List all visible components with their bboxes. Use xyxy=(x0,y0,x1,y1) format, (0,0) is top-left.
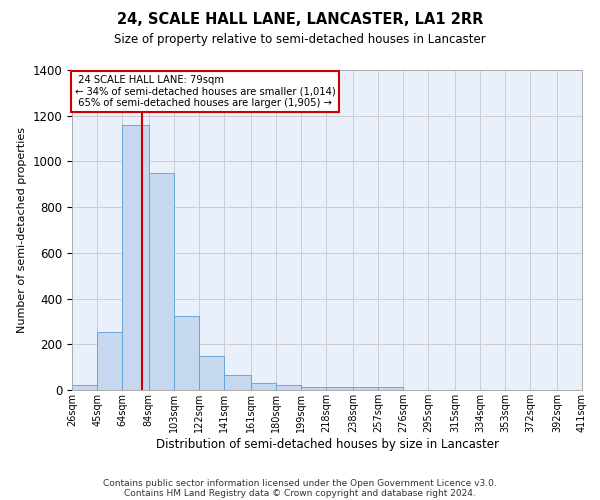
Text: Size of property relative to semi-detached houses in Lancaster: Size of property relative to semi-detach… xyxy=(114,32,486,46)
Bar xyxy=(276,386,301,390)
Bar xyxy=(122,125,149,390)
Bar xyxy=(301,386,326,390)
Bar xyxy=(224,375,251,390)
X-axis label: Distribution of semi-detached houses by size in Lancaster: Distribution of semi-detached houses by … xyxy=(155,438,499,451)
Bar xyxy=(251,383,276,390)
Y-axis label: Number of semi-detached properties: Number of semi-detached properties xyxy=(17,127,27,333)
Bar xyxy=(326,386,353,390)
Text: 24, SCALE HALL LANE, LANCASTER, LA1 2RR: 24, SCALE HALL LANE, LANCASTER, LA1 2RR xyxy=(117,12,483,28)
Text: Contains HM Land Registry data © Crown copyright and database right 2024.: Contains HM Land Registry data © Crown c… xyxy=(124,488,476,498)
Text: 24 SCALE HALL LANE: 79sqm
← 34% of semi-detached houses are smaller (1,014)
 65%: 24 SCALE HALL LANE: 79sqm ← 34% of semi-… xyxy=(74,75,335,108)
Bar xyxy=(149,173,174,390)
Bar xyxy=(72,386,97,390)
Bar xyxy=(199,356,224,390)
Bar xyxy=(353,386,378,390)
Bar xyxy=(97,332,122,390)
Bar xyxy=(174,316,199,390)
Text: Contains public sector information licensed under the Open Government Licence v3: Contains public sector information licen… xyxy=(103,478,497,488)
Bar xyxy=(378,386,403,390)
